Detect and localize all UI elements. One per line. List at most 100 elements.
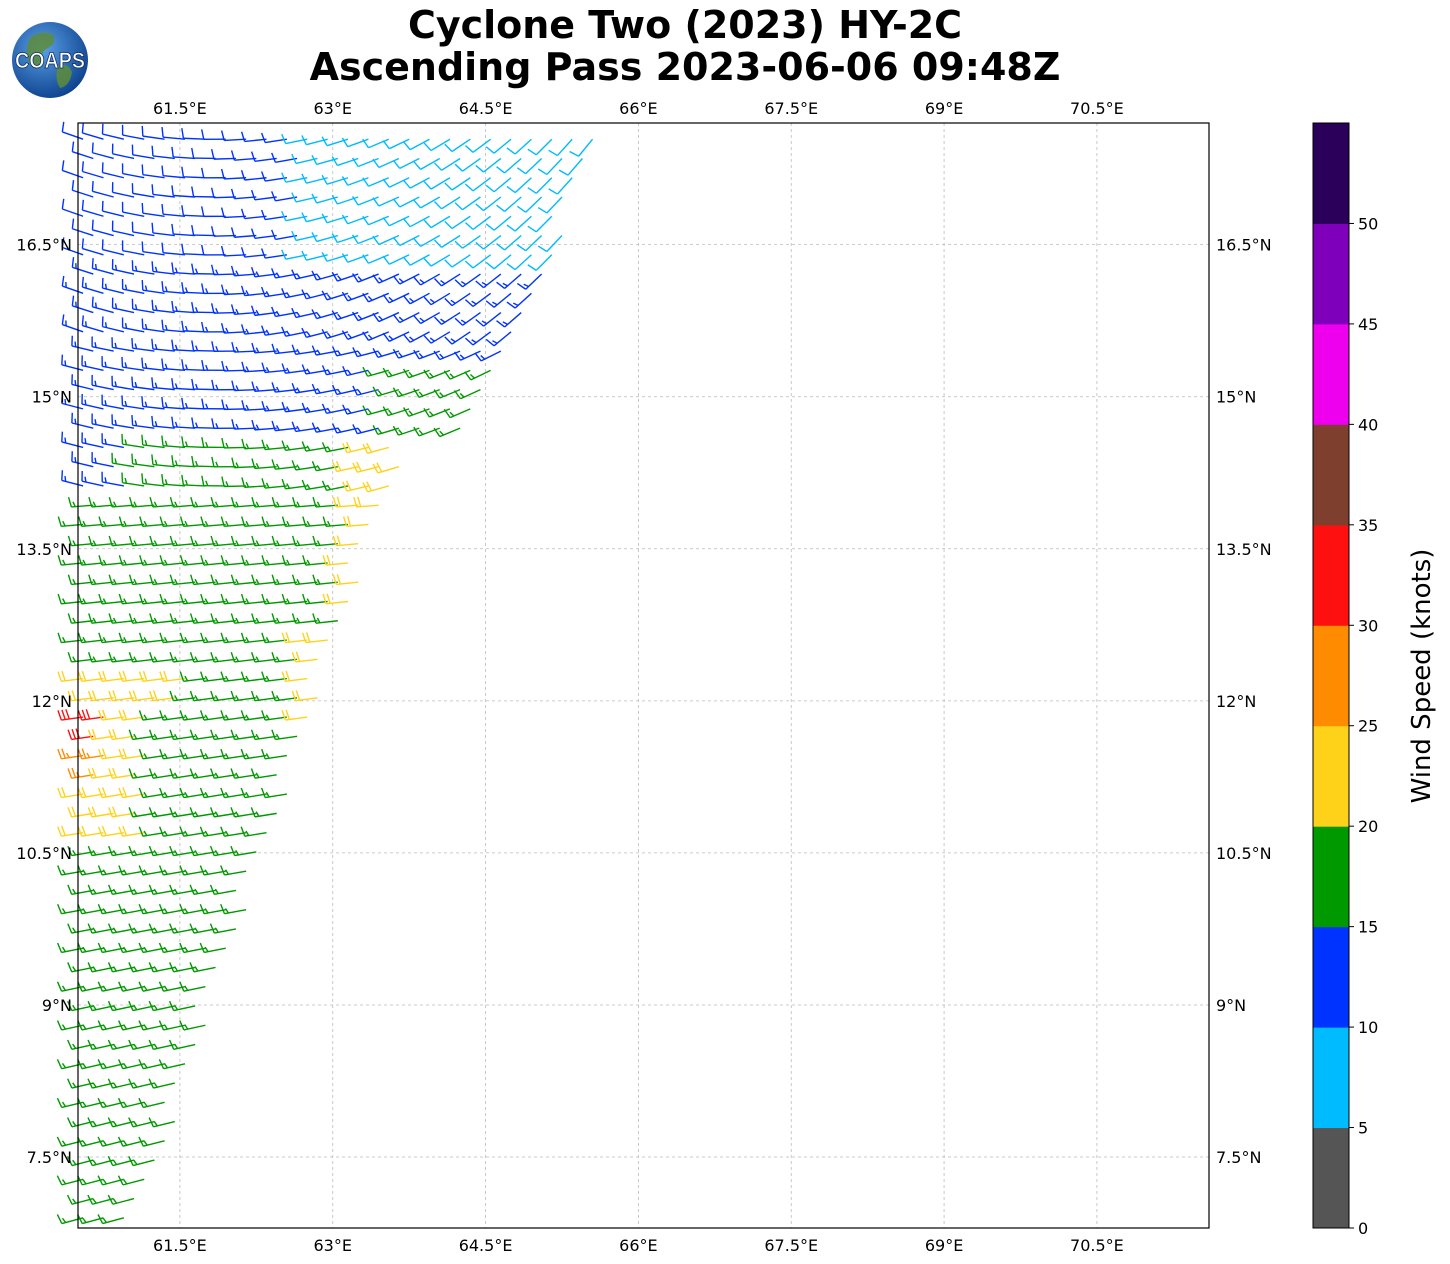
wind-barb [71,141,94,160]
wind-barb [496,312,522,328]
wind-barb [261,516,287,528]
wind-barb [181,474,206,487]
wind-barb [81,355,104,372]
wind-barb [220,748,247,760]
wind-barb [537,157,563,176]
wind-barb [220,593,247,605]
wind-barb [57,903,84,915]
wind-barb [159,670,186,682]
wind-barb [181,282,206,295]
wind-barb [189,962,216,973]
wind-barb [189,768,216,779]
wind-barb [128,884,155,896]
wind-barb [506,177,532,194]
wind-barb [516,157,543,175]
wind-barb [191,455,216,468]
wind-barb [271,652,298,663]
wind-barb [260,209,287,221]
wind-barb [128,1156,155,1167]
wind-barb [475,157,502,173]
lat-tick-label-right: 16.5°N [1216,236,1272,255]
wind-barb [210,226,236,237]
wind-barb [199,942,226,954]
wind-barb [118,981,145,992]
wind-barb [464,177,492,192]
wind-barb [107,1194,135,1205]
wind-barb [67,845,94,857]
wind-barb [211,418,236,430]
wind-barb [131,144,155,160]
wind-barb [433,427,461,438]
wind-barb [251,458,277,470]
wind-barb [57,593,84,605]
wind-barb [261,710,287,721]
wind-barb [118,865,145,876]
wind-barb [301,402,328,414]
wind-barb [191,417,216,429]
wind-barb [118,632,145,644]
wind-barb [161,435,186,449]
wind-barb [331,194,359,205]
wind-barb [454,234,481,249]
wind-barb [260,171,287,182]
wind-barb [91,296,114,314]
wind-barb [230,574,257,586]
wind-barb [148,768,175,779]
wind-barb [181,243,206,256]
wind-barb [209,884,237,896]
wind-barb [87,962,114,973]
wind-barb [97,942,124,954]
wind-barb [506,254,532,271]
wind-barb [331,271,359,282]
wind-barb [240,748,267,760]
colorbar-tick-label: 25 [1358,717,1378,736]
wind-barb [131,221,155,237]
wind-barb [71,295,94,314]
wind-barb [118,670,145,682]
wind-barb [454,312,481,326]
wind-barb [281,440,308,451]
colorbar-tick-label: 20 [1358,817,1378,836]
wind-barb [131,415,155,429]
wind-barb [97,981,124,992]
wind-barb [169,845,196,857]
wind-barb [77,748,104,760]
wind-barb [250,768,277,779]
wind-barb [111,220,135,237]
wind-barb [230,807,257,818]
wind-barb [81,122,104,140]
wind-barb [77,942,104,954]
wind-barb [241,477,267,488]
wind-barb [220,710,247,721]
wind-barb [151,377,175,391]
wind-barb [179,865,206,876]
wind-barb [240,826,267,837]
wind-barb [149,496,175,508]
wind-barb [475,273,502,289]
wind-barb [57,748,84,760]
wind-barb [159,748,186,760]
wind-barb [161,126,186,140]
wind-barb [121,201,145,217]
wind-barb [169,729,196,741]
wind-barb [341,137,369,148]
wind-barb [341,253,369,263]
wind-barb [454,157,481,172]
wind-barb [199,865,226,876]
lon-tick-label-bottom: 69°E [925,1236,963,1255]
wind-barb [181,205,206,217]
wind-barb [210,303,236,314]
wind-barb [454,273,481,288]
wind-barb [261,401,287,412]
wind-barb [392,234,420,247]
wind-barb [151,454,175,468]
wind-barb [291,383,318,394]
wind-barb [98,516,124,528]
wind-barb [81,238,104,256]
wind-barb [301,364,328,375]
wind-barb [281,670,308,682]
wind-barb [111,337,135,352]
wind-barb [464,369,491,381]
wind-barb [77,903,104,915]
wind-barb [108,845,135,857]
